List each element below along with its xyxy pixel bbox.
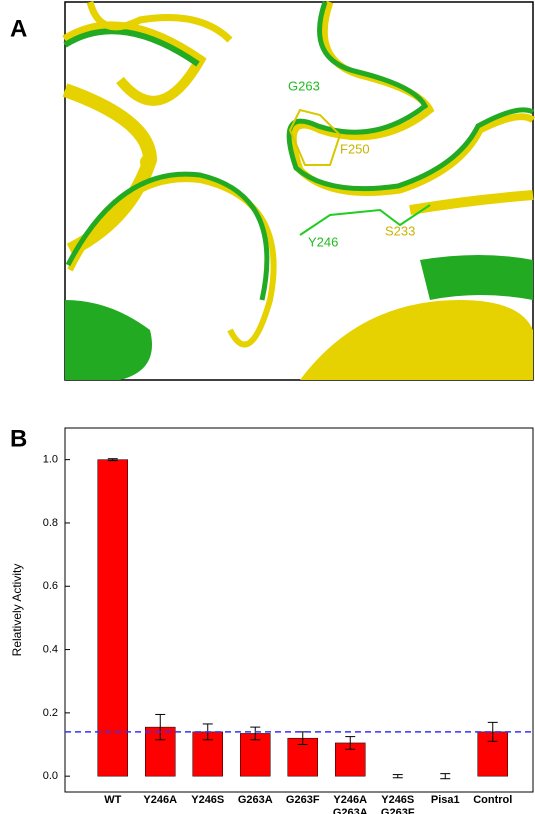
y-axis-label: Relatively Activity (10, 564, 24, 657)
y-tick-label: 0.2 (43, 707, 58, 719)
figure: A G263 F250 Y246 S233 B Relatively Activ… (0, 0, 535, 814)
panel-label: A (10, 15, 27, 42)
y-tick-label: 0.0 (43, 770, 58, 782)
y-tick-label: 0.8 (43, 517, 58, 529)
y-tick-label: 0.4 (43, 643, 58, 655)
y-tick-label: 1.0 (43, 454, 58, 466)
residue-label: F250 (340, 141, 370, 156)
panel-label: B (10, 425, 27, 452)
chart: A G263 F250 Y246 S233 B Relatively Activ… (0, 0, 535, 814)
bar (98, 460, 128, 777)
plot-frame (65, 428, 533, 792)
y-tick-label: 0.6 (43, 580, 58, 592)
residue-label: S233 (385, 223, 415, 238)
x-tick-label: Control (463, 794, 523, 807)
structure-image (65, 2, 533, 380)
residue-label: Y246 (308, 234, 338, 249)
residue-label: G263 (288, 78, 320, 93)
